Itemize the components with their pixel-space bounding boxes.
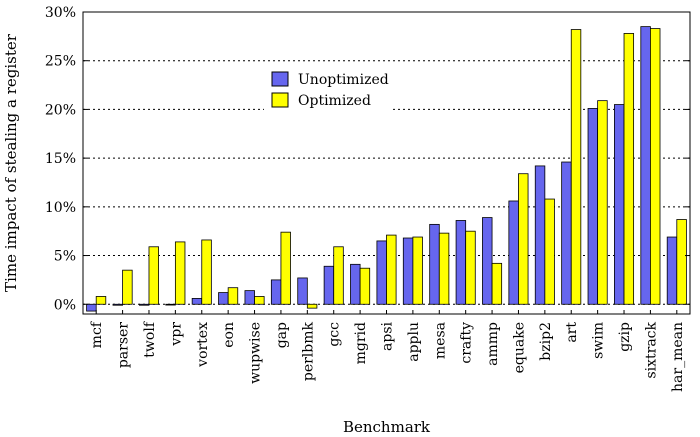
bar-optimized-apsi — [386, 234, 397, 305]
y-tick-label: 25% — [45, 54, 76, 70]
x-tick-label: ammp — [485, 322, 501, 366]
bar-optimized-gzip — [623, 33, 635, 305]
bar-unoptimized-vpr — [165, 303, 176, 306]
x-tick-label: vortex — [195, 322, 211, 368]
bar-optimized-applu — [412, 236, 423, 305]
bar-unoptimized-parser — [112, 303, 123, 306]
x-tick-label: wupwise — [248, 322, 264, 384]
bar-unoptimized-equake — [508, 200, 519, 305]
x-axis: mcf parser twolf vpr vortex eon wupwise gap perl… — [89, 310, 686, 392]
x-tick-label: mcf — [89, 320, 105, 348]
bar-unoptimized-mesa — [429, 223, 440, 305]
x-tick-label: mesa — [432, 322, 448, 359]
x-tick-label: gap — [274, 322, 290, 348]
x-tick-label: mgrid — [353, 322, 369, 364]
bar-unoptimized-har-mean — [666, 236, 678, 305]
bar-unoptimized-mgrid — [350, 263, 361, 305]
bar-unoptimized-eon — [218, 292, 229, 305]
bar-optimized-perlbmk — [306, 303, 318, 309]
x-tick-label: vpr — [168, 322, 184, 347]
bar-optimized-eon — [227, 287, 239, 305]
bar-unoptimized-gcc — [323, 265, 335, 305]
bar-unoptimized-apsi — [376, 240, 387, 305]
bar-optimized-crafty — [465, 230, 476, 305]
bar-optimized-bzip2 — [544, 198, 555, 305]
bar-unoptimized-vortex — [191, 298, 203, 305]
x-tick-label: eon — [221, 322, 237, 348]
bar-optimized-wupwise — [254, 296, 265, 305]
x-tick-label: equake — [511, 322, 527, 373]
bar-unoptimized-gap — [270, 279, 282, 305]
y-axis: 0% 5% 10% 15% 20% 25% 30% — [45, 5, 690, 313]
x-tick-label: sixtrack — [643, 321, 659, 378]
x-tick-label: apsi — [380, 321, 396, 350]
bar-unoptimized-applu — [402, 237, 414, 305]
bar-optimized-har-mean — [676, 219, 687, 305]
bar-unoptimized-perlbmk — [297, 277, 308, 305]
y-tick-label: 20% — [45, 102, 76, 118]
bar-optimized-gcc — [333, 246, 344, 305]
bar-optimized-vortex — [201, 239, 212, 305]
y-tick-label: 0% — [54, 297, 76, 313]
bar-unoptimized-mcf — [86, 303, 97, 312]
y-tick-label: 10% — [45, 200, 76, 216]
x-tick-label: applu — [406, 322, 422, 362]
x-tick-label: twolf — [142, 320, 158, 358]
x-tick-label: perlbmk — [300, 321, 316, 381]
bar-optimized-gap — [280, 231, 291, 305]
x-tick-label: art — [564, 322, 580, 343]
bar-optimized-vpr — [174, 241, 186, 305]
bar-unoptimized-wupwise — [244, 290, 255, 305]
legend-label-optimized: Optimized — [298, 93, 371, 109]
y-tick-label: 15% — [45, 151, 76, 167]
x-tick-label: har_mean — [670, 322, 686, 392]
x-tick-label: swim — [591, 322, 607, 359]
bar-optimized-equake — [518, 173, 529, 305]
x-tick-label: gzip — [617, 322, 633, 352]
legend-swatch-unoptimized — [271, 71, 289, 87]
x-tick-label: parser — [116, 322, 132, 368]
bar-unoptimized-gzip — [614, 104, 625, 305]
bar-unoptimized-swim — [587, 108, 599, 305]
bar-optimized-mesa — [438, 232, 450, 305]
x-tick-label: gcc — [327, 322, 343, 347]
bar-unoptimized-crafty — [455, 220, 467, 305]
bar-unoptimized-art — [561, 161, 572, 305]
legend-swatch-optimized — [271, 92, 289, 108]
bar-optimized-sixtrack — [650, 28, 661, 305]
bar-unoptimized-bzip2 — [534, 165, 546, 305]
legend: Unoptimized Optimized — [264, 66, 390, 112]
y-tick-label: 5% — [54, 249, 76, 265]
bar-optimized-twolf — [148, 246, 159, 305]
bar-unoptimized-ammp — [482, 217, 493, 305]
x-axis-title: Benchmark — [343, 418, 431, 436]
bar-optimized-art — [570, 29, 582, 305]
bar-unoptimized-twolf — [138, 303, 150, 306]
bar-optimized-mcf — [95, 296, 107, 305]
y-axis-title: Time impact of stealing a register — [2, 33, 20, 292]
bar-optimized-ammp — [491, 262, 503, 305]
bar-optimized-mgrid — [359, 267, 371, 305]
bar-unoptimized-sixtrack — [640, 26, 651, 305]
bar-optimized-parser — [122, 269, 133, 305]
y-tick-label: 30% — [45, 5, 76, 21]
legend-label-unoptimized: Unoptimized — [298, 72, 389, 88]
x-tick-label: crafty — [459, 322, 475, 364]
bars — [86, 26, 687, 312]
bar-optimized-swim — [597, 100, 608, 305]
x-tick-label: bzip2 — [538, 322, 554, 361]
